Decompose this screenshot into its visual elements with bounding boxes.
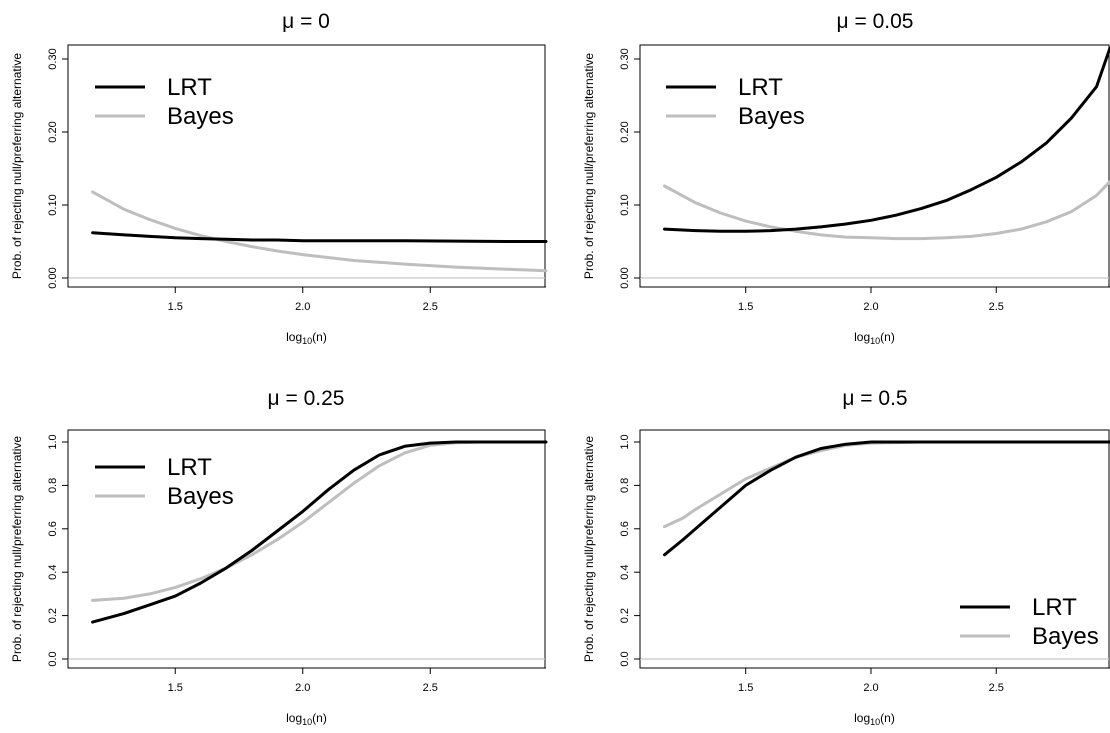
y-axis-label: Prob. of rejecting null/preferring alter… — [10, 436, 24, 662]
chart-panel-1: μ = 0 1.5 2.0 2.5 0.00 0.10 0.20 0.30 log10(n) Pr… — [10, 10, 548, 346]
x-tick-label: 2.5 — [423, 682, 438, 694]
x-axis-label-subscript: 10 — [302, 717, 312, 727]
x-tick-label: 2.5 — [423, 301, 438, 313]
y-tick-label: 0.8 — [47, 478, 59, 493]
x-axis-label-base: log — [854, 711, 870, 725]
chart-title: μ = 0 — [282, 10, 330, 33]
legend-label-bayes: Bayes — [167, 103, 234, 130]
x-tick-label: 2.0 — [295, 301, 310, 313]
x-tick-label: 2.0 — [863, 682, 878, 694]
x-axis-label-subscript: 10 — [302, 336, 312, 346]
chart-panel-4: μ = 0.5 1.5 2.0 2.5 0.0 0.2 0.4 0.6 0.8 1.0 log10(… — [582, 387, 1110, 727]
y-tick-label: 0.30 — [47, 48, 59, 69]
y-tick-label: 0.20 — [619, 121, 631, 142]
legend-label-bayes: Bayes — [167, 483, 234, 510]
y-tick-label: 0.0 — [47, 651, 59, 666]
y-axis-label: Prob. of rejecting null/preferring alter… — [582, 53, 596, 279]
y-tick-label: 0.20 — [47, 121, 59, 142]
legend-label-bayes: Bayes — [738, 103, 805, 130]
x-axis-label: log10(n) — [854, 711, 895, 727]
y-tick-label: 0.2 — [619, 608, 631, 623]
series-line-lrt — [663, 440, 1110, 557]
chart-panel-3: μ = 0.25 1.5 2.0 2.5 0.0 0.2 0.4 0.6 0.8 1.0 log10… — [10, 387, 548, 727]
x-axis-label-rest: (n) — [312, 330, 327, 344]
x-tick-label: 1.5 — [168, 682, 183, 694]
series-line-lrt — [91, 231, 548, 243]
series-line-bayes — [91, 440, 548, 602]
y-tick-label: 0.10 — [619, 194, 631, 215]
y-tick-label: 0.30 — [619, 48, 631, 69]
series-line-bayes — [663, 440, 1110, 529]
y-tick-label: 0.2 — [47, 608, 59, 623]
chart-panel-2: μ = 0.05 1.5 2.0 2.5 0.00 0.10 0.20 0.30 log10(n… — [582, 10, 1110, 346]
x-tick-label: 1.5 — [738, 682, 753, 694]
series-line-lrt — [663, 46, 1110, 233]
x-tick-label: 2.5 — [989, 301, 1004, 313]
y-tick-label: 0.4 — [47, 565, 59, 580]
plot-frame — [639, 44, 1110, 288]
x-axis-label-rest: (n) — [880, 330, 895, 344]
y-tick-label: 0.6 — [47, 521, 59, 536]
y-tick-label: 1.0 — [619, 434, 631, 449]
y-tick-label: 0.4 — [619, 565, 631, 580]
plot-frame — [67, 44, 546, 288]
legend-label-lrt: LRT — [167, 454, 212, 481]
x-tick-label: 1.5 — [738, 301, 753, 313]
x-axis-label: log10(n) — [286, 330, 327, 346]
chart-title: μ = 0.25 — [268, 387, 345, 410]
series-line-bayes — [91, 190, 548, 273]
chart-title: μ = 0.05 — [837, 10, 914, 33]
legend-label-lrt: LRT — [738, 74, 783, 101]
x-tick-label: 2.0 — [295, 682, 310, 694]
x-tick-label: 1.5 — [168, 301, 183, 313]
y-tick-label: 0.0 — [619, 651, 631, 666]
x-axis-label-base: log — [854, 330, 870, 344]
series-line-bayes — [663, 180, 1110, 241]
x-axis-label-subscript: 10 — [870, 717, 880, 727]
x-tick-label: 2.5 — [989, 682, 1004, 694]
legend-label-lrt: LRT — [1032, 594, 1077, 621]
y-tick-label: 1.0 — [47, 434, 59, 449]
y-tick-label: 0.8 — [619, 478, 631, 493]
x-axis-label: log10(n) — [286, 711, 327, 727]
x-axis-label: log10(n) — [854, 330, 895, 346]
legend-label-bayes: Bayes — [1032, 623, 1099, 650]
x-axis-label-rest: (n) — [312, 711, 327, 725]
series-line-lrt — [91, 440, 548, 624]
x-axis-label-base: log — [286, 330, 302, 344]
y-tick-label: 0.6 — [619, 521, 631, 536]
x-axis-label-rest: (n) — [880, 711, 895, 725]
y-axis-label: Prob. of rejecting null/preferring alter… — [582, 436, 596, 662]
x-tick-label: 2.0 — [863, 301, 878, 313]
y-tick-label: 0.10 — [47, 194, 59, 215]
chart-title: μ = 0.5 — [842, 387, 907, 410]
legend-label-lrt: LRT — [167, 74, 212, 101]
y-axis-label: Prob. of rejecting null/preferring alter… — [10, 53, 24, 279]
y-tick-label: 0.00 — [619, 267, 631, 288]
y-tick-label: 0.00 — [47, 267, 59, 288]
x-axis-label-base: log — [286, 711, 302, 725]
x-axis-label-subscript: 10 — [870, 336, 880, 346]
